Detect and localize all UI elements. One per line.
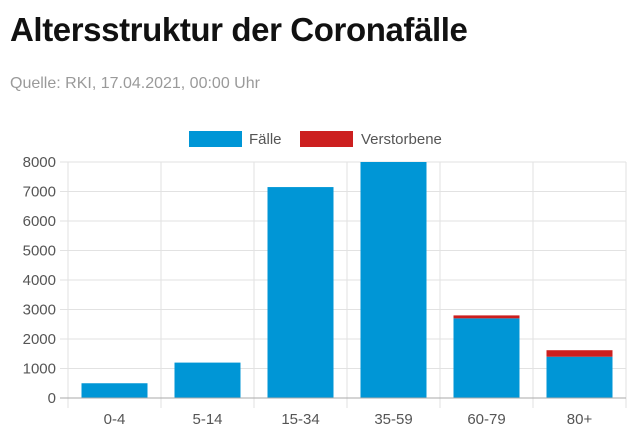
bar-verstorbene[interactable] xyxy=(546,350,613,357)
y-tick-label: 1000 xyxy=(23,361,56,378)
legend-swatch-verstorbene[interactable] xyxy=(300,131,353,147)
x-tick-label: 5-14 xyxy=(192,411,222,428)
bar-faelle[interactable] xyxy=(81,383,148,398)
x-tick-label: 80+ xyxy=(567,411,593,428)
bar-faelle[interactable] xyxy=(360,162,427,398)
y-tick-label: 6000 xyxy=(23,213,56,230)
bar-faelle[interactable] xyxy=(267,187,334,398)
bar-verstorbene[interactable] xyxy=(453,315,520,319)
legend-label-faelle[interactable]: Fälle xyxy=(249,131,282,148)
y-tick-label: 2000 xyxy=(23,331,56,348)
chart-legend: Fälle Verstorbene xyxy=(189,131,442,148)
chart-bars xyxy=(81,162,613,398)
y-tick-label: 8000 xyxy=(23,154,56,171)
legend-label-verstorbene[interactable]: Verstorbene xyxy=(361,131,442,148)
legend-swatch-faelle[interactable] xyxy=(189,131,242,147)
y-tick-label: 3000 xyxy=(23,302,56,319)
bar-faelle[interactable] xyxy=(174,362,241,398)
y-tick-label: 5000 xyxy=(23,243,56,260)
y-tick-label: 4000 xyxy=(23,272,56,289)
chart-axes: 0 1000 2000 3000 4000 5000 6000 7000 8000 0-4 5-14… xyxy=(23,154,626,428)
y-tick-label: 0 xyxy=(48,390,56,407)
x-tick-label: 35-59 xyxy=(374,411,412,428)
x-tick-label: 60-79 xyxy=(467,411,505,428)
x-tick-label: 15-34 xyxy=(281,411,319,428)
x-tick-label: 0-4 xyxy=(104,411,126,428)
source-note: Quelle: RKI, 17.04.2021, 00:00 Uhr xyxy=(10,75,260,92)
chart-grid xyxy=(67,161,627,408)
bar-faelle[interactable] xyxy=(453,318,520,398)
page-title: Altersstruktur der Coronafälle xyxy=(10,11,468,48)
y-tick-label: 7000 xyxy=(23,184,56,201)
bar-faelle[interactable] xyxy=(546,356,613,398)
